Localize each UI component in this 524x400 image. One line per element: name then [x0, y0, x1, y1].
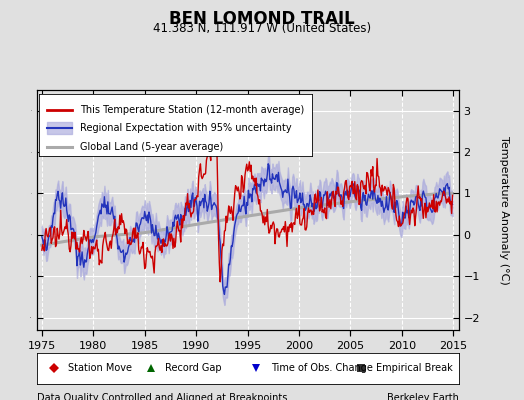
Text: Empirical Break: Empirical Break — [376, 363, 453, 374]
Text: Berkeley Earth: Berkeley Earth — [387, 393, 458, 400]
Text: This Temperature Station (12-month average): This Temperature Station (12-month avera… — [80, 104, 304, 114]
Text: Time of Obs. Change: Time of Obs. Change — [271, 363, 373, 374]
Text: BEN LOMOND TRAIL: BEN LOMOND TRAIL — [169, 10, 355, 28]
Text: Station Move: Station Move — [68, 363, 133, 374]
Text: Record Gap: Record Gap — [166, 363, 222, 374]
Text: Global Land (5-year average): Global Land (5-year average) — [80, 142, 223, 152]
Text: Data Quality Controlled and Aligned at Breakpoints: Data Quality Controlled and Aligned at B… — [37, 393, 287, 400]
Text: Regional Expectation with 95% uncertainty: Regional Expectation with 95% uncertaint… — [80, 123, 292, 133]
Text: 41.383 N, 111.917 W (United States): 41.383 N, 111.917 W (United States) — [153, 22, 371, 35]
Y-axis label: Temperature Anomaly (°C): Temperature Anomaly (°C) — [499, 136, 509, 284]
